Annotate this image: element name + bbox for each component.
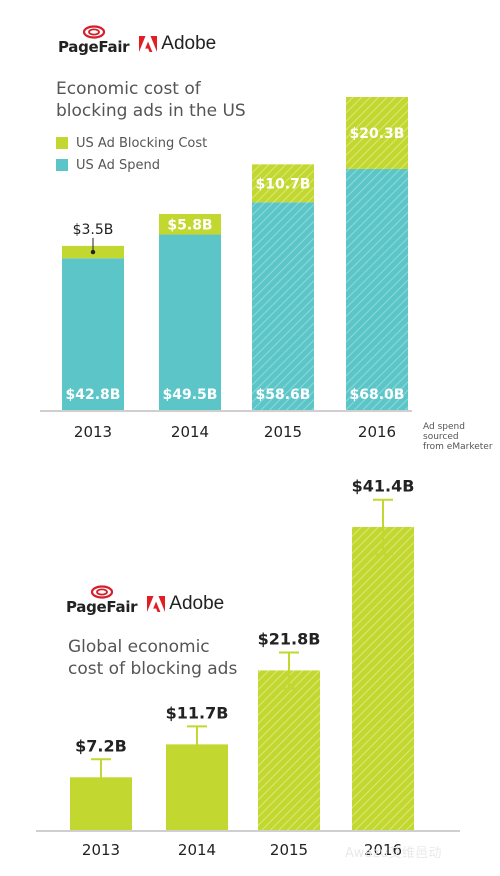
x-tick-label: 2013 bbox=[74, 423, 112, 438]
chart-title: Global economic cost of blocking ads bbox=[68, 637, 238, 679]
bar-us-ad-spend bbox=[159, 234, 221, 410]
adobe-wordmark: Adobe bbox=[161, 33, 217, 54]
adobe-logo: Adobe bbox=[139, 33, 216, 55]
bar-us-ad-spend bbox=[252, 202, 314, 410]
source-note: Ad spend sourced from eMarketer bbox=[423, 422, 493, 452]
data-label: $21.8B bbox=[258, 629, 321, 648]
legend-swatch-lime bbox=[56, 137, 68, 149]
x-tick-label: 2015 bbox=[264, 423, 302, 438]
legend-label: US Ad Blocking Cost bbox=[76, 135, 208, 151]
chart-title: Economic cost of blocking ads in the US bbox=[56, 79, 246, 121]
x-tick-label: 2016 bbox=[364, 841, 402, 859]
adobe-wordmark: Adobe bbox=[169, 593, 225, 614]
adobe-icon bbox=[147, 596, 166, 612]
bar-us-ad-spend bbox=[346, 168, 408, 410]
legend-item-blocking-cost: US Ad Blocking Cost bbox=[56, 132, 207, 154]
logo-row: PageFair Adobe bbox=[58, 24, 216, 55]
watermark: Awazu艾维邑动 bbox=[345, 846, 442, 861]
pagefair-swirl-icon bbox=[90, 585, 113, 599]
label-leader-dot bbox=[90, 249, 96, 255]
x-tick-label: 2014 bbox=[171, 423, 209, 438]
data-label-ad-spend: $49.5B bbox=[163, 387, 218, 403]
bar-global-cost bbox=[258, 670, 320, 830]
x-tick-label: 2013 bbox=[82, 841, 120, 859]
pagefair-logo: PageFair bbox=[58, 24, 130, 56]
data-label: $11.7B bbox=[166, 703, 229, 722]
legend-label: US Ad Spend bbox=[76, 157, 160, 173]
bar-global-cost bbox=[352, 526, 414, 830]
pagefair-wordmark: PageFair bbox=[58, 38, 130, 56]
data-label-blocking-cost: $10.7B bbox=[256, 176, 311, 192]
data-label-blocking-cost: $5.8B bbox=[167, 217, 212, 233]
data-label-ad-spend: $42.8B bbox=[66, 387, 121, 403]
us-bar-chart: $42.8B $3.5B 2013 $49.5B $5.8B 2014 $58.6B $10.… bbox=[40, 97, 412, 438]
us-chart-panel: PageFair Adobe Economic cost of blocking… bbox=[40, 24, 493, 452]
global-bar-chart: $7.2B 2013 $11.7B 2014 $21.8B 2015 $41.4B 2016 bbox=[36, 477, 460, 859]
legend: US Ad Blocking Cost US Ad Spend bbox=[56, 132, 207, 176]
bar-us-blocking-cost bbox=[346, 97, 408, 169]
bar-us-ad-spend bbox=[62, 258, 124, 410]
x-tick-label: 2014 bbox=[178, 841, 216, 859]
pagefair-swirl-icon bbox=[82, 25, 105, 39]
global-chart-panel: PageFair Adobe Global economic cost of b… bbox=[0, 438, 500, 876]
legend-item-ad-spend: US Ad Spend bbox=[56, 154, 207, 176]
x-tick-label: 2016 bbox=[358, 423, 396, 438]
data-label-blocking-cost: $20.3B bbox=[350, 126, 405, 142]
bar-us-blocking-cost bbox=[252, 164, 314, 203]
adobe-logo: Adobe bbox=[147, 593, 224, 615]
pagefair-logo: PageFair bbox=[66, 584, 138, 616]
adobe-icon bbox=[139, 36, 158, 52]
data-label-ad-spend: $68.0B bbox=[350, 387, 405, 403]
pagefair-wordmark: PageFair bbox=[66, 598, 138, 616]
data-label-ad-spend: $58.6B bbox=[256, 387, 311, 403]
bar-us-blocking-cost bbox=[159, 213, 221, 235]
x-tick-label: 2015 bbox=[270, 841, 308, 859]
legend-swatch-teal bbox=[56, 159, 68, 171]
data-label: $7.2B bbox=[75, 736, 127, 755]
logo-row: PageFair Adobe bbox=[66, 584, 224, 615]
data-label: $41.4B bbox=[352, 477, 415, 496]
data-label-blocking-cost: $3.5B bbox=[73, 222, 114, 238]
